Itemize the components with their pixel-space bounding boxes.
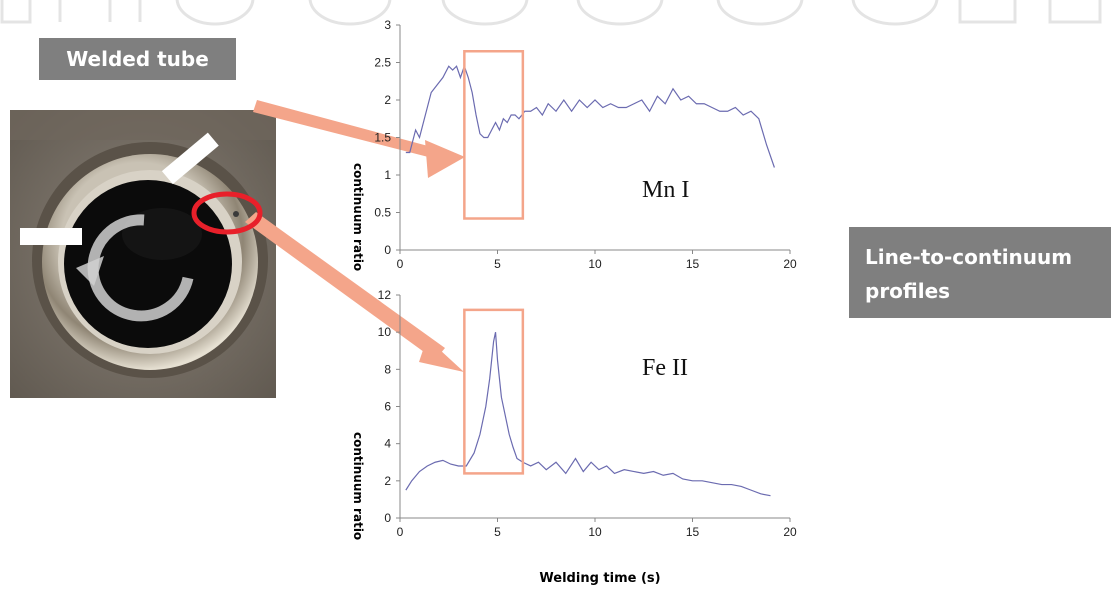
y-tick-label: 1.5: [374, 131, 391, 145]
x-tick-label: 20: [783, 525, 797, 539]
x-tick-label: 5: [494, 525, 501, 539]
y-axis-title-mn: continuum ratio: [351, 163, 365, 272]
y-tick-label: 10: [378, 325, 392, 339]
welded-tube-label: Welded tube: [39, 38, 236, 80]
watermark: [0, 0, 1102, 26]
x-tick-label: 0: [397, 525, 404, 539]
y-tick-label: 8: [384, 362, 391, 376]
x-tick-label: 20: [783, 257, 797, 271]
x-axis-title: Welding time (s): [539, 571, 661, 586]
y-tick-label: 6: [384, 400, 391, 414]
y-tick-label: 4: [384, 437, 391, 451]
highlight-window: [463, 308, 525, 475]
x-tick-label: 10: [588, 525, 602, 539]
series-line: [405, 64, 775, 168]
y-tick-label: 0: [384, 511, 391, 525]
element-annotation: Mn I: [642, 177, 689, 203]
y-tick-label: 0: [384, 243, 391, 257]
welded-tube-photo: [10, 110, 276, 398]
y-tick-label: 3: [384, 18, 391, 32]
chart-fe-ii: 0 2 4 6 8 10 12 0 5 10 15 20 Fe II: [378, 288, 797, 539]
x-tick-label: 0: [397, 257, 404, 271]
arrow-to-mn-chart: [253, 100, 443, 160]
y-tick-label: 12: [378, 288, 392, 302]
highlight-window: [463, 50, 525, 220]
arrow-head-mn: [425, 140, 465, 178]
x-tick-label: 5: [494, 257, 501, 271]
arrow-head-fe: [419, 338, 464, 372]
y-tick-label: 0.5: [374, 206, 391, 220]
x-tick-label: 15: [686, 257, 700, 271]
y-tick-label: 1: [384, 168, 391, 182]
y-tick-label: 2: [384, 93, 391, 107]
line-to-continuum-profiles-label: Line-to-continuum profiles: [849, 227, 1111, 318]
y-axis-title-fe: continuum ratio: [351, 432, 365, 541]
element-annotation: Fe II: [642, 355, 688, 381]
x-tick-label: 10: [588, 257, 602, 271]
y-tick-label: 2: [384, 474, 391, 488]
chart-mn-i: 0 0.5 1 1.5 2 2.5 3 0 5 10 15 20 Mn I: [374, 18, 797, 271]
highlight-ring: [191, 191, 263, 235]
y-tick-label: 2.5: [374, 56, 391, 70]
arrow-to-fe-chart: [245, 212, 445, 360]
series-line: [405, 332, 771, 497]
x-tick-label: 15: [686, 525, 700, 539]
